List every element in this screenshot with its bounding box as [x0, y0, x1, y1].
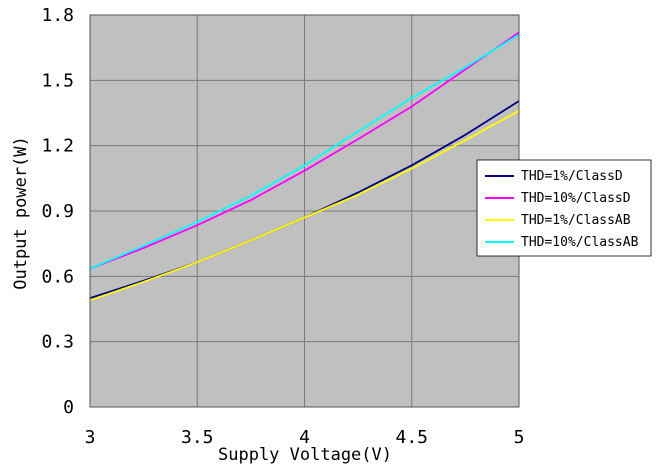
y-tick-label: 0 — [63, 397, 74, 418]
y-tick-label: 1.5 — [41, 70, 74, 91]
y-tick-label: 0.9 — [41, 201, 74, 222]
legend-label: THD=10%/ClassD — [521, 191, 631, 206]
series-line-3 — [89, 33, 520, 270]
series-line-2 — [89, 110, 520, 302]
y-tick-label: 0.3 — [41, 332, 74, 353]
legend-label: THD=10%/ClassAB — [521, 235, 639, 250]
x-tick-label: 3 — [85, 427, 96, 448]
legend-item-thd10-classd: THD=10%/ClassD — [485, 191, 631, 206]
legend-item-thd1-classab: THD=1%/ClassAB — [485, 213, 631, 228]
legend-label: THD=1%/ClassAB — [521, 213, 631, 228]
x-tick-label: 5 — [514, 427, 525, 448]
y-tick-label: 1.8 — [41, 5, 74, 26]
series-lines — [89, 31, 520, 302]
series-line-1 — [89, 31, 520, 270]
y-axis-ticks: 0 0.3 0.6 0.9 1.2 1.5 1.8 — [41, 5, 74, 418]
legend-item-thd10-classab: THD=10%/ClassAB — [485, 235, 639, 250]
y-tick-label: 1.2 — [41, 136, 74, 157]
legend: THD=1%/ClassD THD=10%/ClassD THD=1%/Clas… — [476, 159, 652, 257]
x-tick-label: 3.5 — [181, 427, 214, 448]
legend-label: THD=1%/ClassD — [521, 169, 623, 184]
x-axis-ticks: 3 3.5 4 4.5 5 — [85, 427, 525, 448]
x-axis-title: Supply Voltage(V) — [218, 445, 392, 465]
x-tick-label: 4.5 — [395, 427, 428, 448]
legend-item-thd1-classd: THD=1%/ClassD — [485, 169, 623, 184]
y-axis-title: Output power(W) — [11, 136, 31, 290]
x-tick-label: 4 — [299, 427, 310, 448]
y-tick-label: 0.6 — [41, 266, 74, 287]
